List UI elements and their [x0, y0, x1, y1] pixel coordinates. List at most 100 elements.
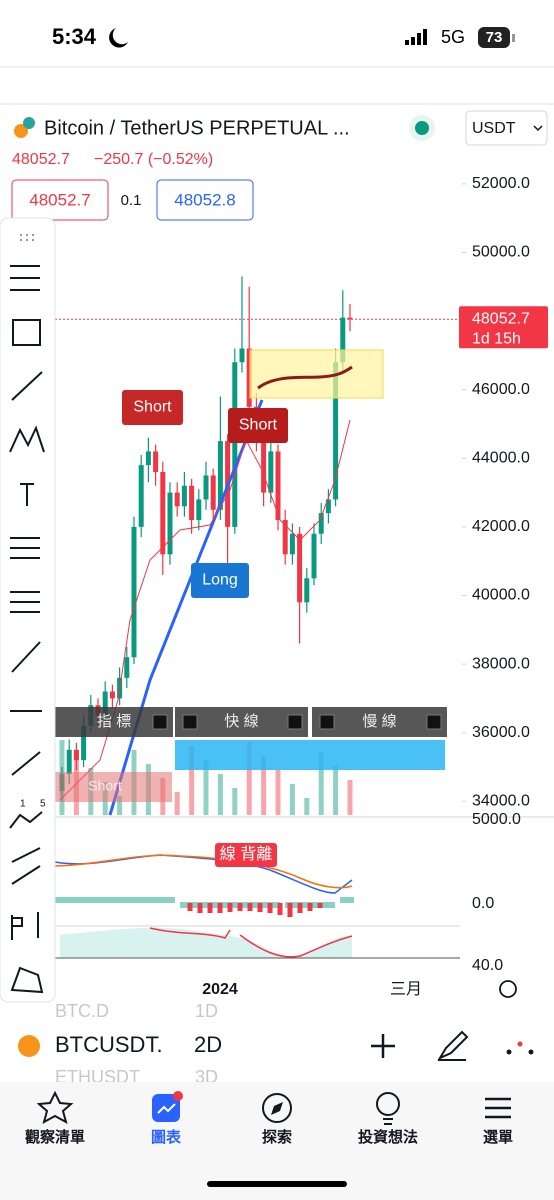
tab-icon — [271, 1102, 283, 1115]
spread: 0.1 — [121, 192, 142, 209]
annotation-label: Short — [133, 399, 172, 416]
macd-tick: 5000.0 — [472, 811, 521, 828]
volume-bar — [203, 760, 209, 815]
faded-label: Short — [88, 778, 122, 794]
candle-body — [275, 451, 281, 521]
status-time: 5:34 — [52, 24, 97, 49]
watch-symbol: BTC.D — [55, 1001, 109, 1021]
candle-body — [160, 472, 166, 555]
toolbar-icons[interactable] — [9, 234, 45, 994]
tab-label[interactable]: 選單 — [483, 1129, 513, 1146]
tab-bar — [0, 1082, 554, 1200]
candle-body — [153, 451, 159, 473]
moving-average — [59, 419, 351, 801]
home-indicator — [207, 1181, 347, 1187]
more-icon[interactable] — [506, 1041, 534, 1055]
status-dot — [415, 121, 429, 135]
tab-label[interactable]: 圖表 — [151, 1128, 182, 1146]
candle-body — [167, 492, 173, 555]
candle-body — [304, 578, 310, 603]
annotation-box[interactable] — [228, 408, 288, 443]
annotation-box[interactable] — [122, 390, 183, 425]
x-label: 三月 — [390, 981, 422, 998]
tab-label[interactable]: 投資想法 — [358, 1128, 418, 1146]
currency-select[interactable] — [465, 110, 548, 146]
rsi-tick: 40.0 — [472, 957, 503, 974]
symbol-title[interactable]: Bitcoin / TetherUS PERPETUAL ... — [44, 117, 350, 139]
candle-body — [196, 499, 202, 521]
candle-body — [81, 725, 87, 761]
candle-body — [232, 362, 238, 527]
candle-body — [289, 533, 295, 555]
candle-body — [325, 499, 331, 514]
volume-bar — [289, 784, 295, 815]
volume-bar — [117, 796, 123, 815]
current-price-box — [459, 306, 548, 349]
currency: USDT — [472, 120, 516, 137]
chip-square — [152, 714, 168, 730]
candle-body — [318, 513, 324, 534]
indicator-label: 慢 線 — [362, 713, 396, 730]
tab-icon — [157, 1103, 176, 1114]
price-tick-label: 46000.0 — [472, 381, 530, 398]
candle-body — [210, 475, 216, 510]
volume-bar — [318, 752, 324, 815]
chip-square — [182, 714, 198, 730]
annotation-label: Short — [239, 417, 278, 434]
current-price: 48052.7 — [472, 310, 530, 327]
candle-body — [246, 348, 252, 407]
candle-body — [124, 657, 130, 678]
faded-box — [55, 772, 172, 802]
indicator-label: 指 標 — [97, 713, 131, 730]
draw-icon[interactable] — [437, 1030, 469, 1061]
price-tick-label: 52000.0 — [472, 175, 530, 192]
candle-body — [333, 362, 339, 500]
watch-interval[interactable]: 2D — [194, 1032, 222, 1057]
volume-bar — [275, 770, 281, 815]
tab-label[interactable]: 探索 — [262, 1128, 292, 1146]
candle-body — [340, 317, 346, 363]
candle-body — [145, 451, 151, 466]
candle-body — [131, 526, 137, 658]
watch-interval: 3D — [195, 1067, 218, 1087]
price-tick-label: 36000.0 — [472, 724, 530, 741]
volume-bar — [261, 756, 267, 815]
trend-curve — [257, 365, 353, 390]
annotation-box[interactable] — [191, 563, 249, 598]
tab-icon — [376, 1092, 400, 1116]
watch-symbol[interactable]: BTCUSDT. — [55, 1032, 163, 1057]
network: 5G — [441, 27, 465, 47]
settings-icon[interactable] — [499, 980, 517, 998]
candle-body — [181, 485, 187, 507]
candle-body — [311, 533, 317, 579]
watch-interval: 1D — [195, 1001, 218, 1021]
price-change: −250.7 (−0.52%) — [94, 151, 213, 168]
price-tick-label: 50000.0 — [472, 244, 530, 261]
chip-square — [287, 714, 303, 730]
candle-body — [347, 317, 353, 320]
watch-symbol: ETHUSDT — [55, 1067, 140, 1087]
rsi-line — [149, 927, 353, 958]
volume-bar — [304, 798, 310, 815]
btc-icon — [18, 1035, 40, 1057]
add-icon[interactable] — [371, 1034, 395, 1058]
candle-body — [73, 749, 79, 761]
candle-body — [239, 348, 245, 363]
buy-button[interactable] — [156, 179, 254, 221]
tab-icon — [36, 1090, 74, 1125]
signal-icon — [405, 29, 427, 45]
candle-body — [217, 441, 223, 510]
buy-price: 48052.8 — [174, 190, 235, 209]
macd-note-box — [215, 843, 277, 867]
moon-icon — [109, 28, 128, 48]
drawing-toolbar — [0, 217, 56, 1003]
price-tick-label: 44000.0 — [472, 450, 530, 467]
sell-price: 48052.7 — [29, 190, 90, 209]
price-tick-label: 42000.0 — [472, 518, 530, 535]
tab-label[interactable]: 觀察清單 — [25, 1128, 85, 1146]
sell-button[interactable] — [11, 179, 109, 221]
volume-bar — [174, 792, 180, 815]
macd-line — [54, 854, 353, 894]
candle-body — [174, 492, 180, 507]
